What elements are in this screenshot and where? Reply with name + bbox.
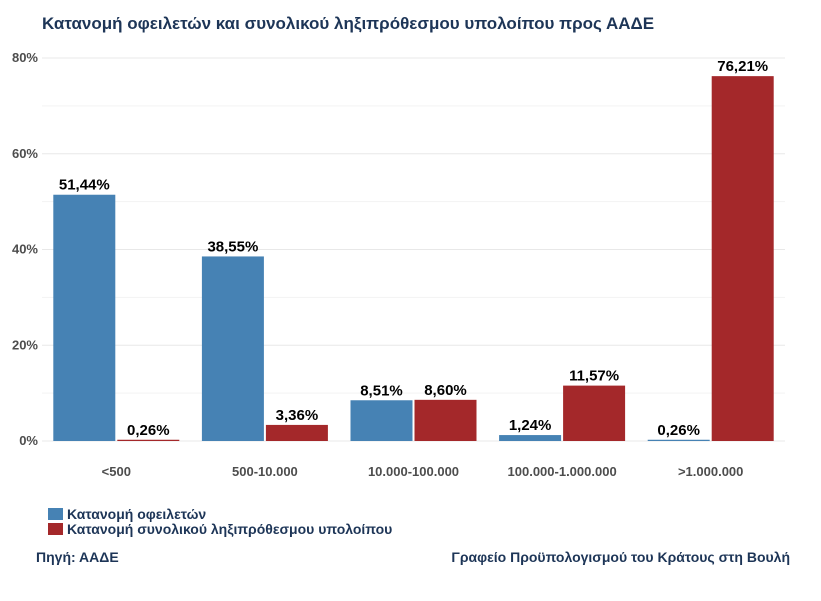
legend-label-balance: Κατανομή συνολικού ληξιπρόθεσμου υπολοίπ… bbox=[67, 520, 393, 537]
legend-item-debtors: Κατανομή οφειλετών bbox=[48, 505, 392, 522]
data-label: 8,60% bbox=[424, 382, 467, 399]
data-label: 8,51% bbox=[360, 382, 403, 399]
data-label: 76,21% bbox=[717, 58, 768, 75]
legend-swatch-balance bbox=[48, 522, 63, 535]
bar-series-1 bbox=[201, 256, 264, 441]
bar-series-1 bbox=[647, 439, 710, 441]
data-label: 0,26% bbox=[127, 422, 170, 439]
x-tick-label: <500 bbox=[102, 464, 131, 479]
bar-series-1 bbox=[350, 400, 413, 441]
data-label: 38,55% bbox=[207, 238, 258, 255]
bar-series-2 bbox=[117, 439, 180, 441]
data-label: 0,26% bbox=[657, 422, 700, 439]
chart-legend: Κατανομή οφειλετών Κατανομή συνολικού λη… bbox=[48, 505, 393, 537]
legend-label-debtors: Κατανομή οφειλετών bbox=[67, 505, 207, 522]
y-tick-label: 80% bbox=[12, 50, 38, 65]
data-label: 3,36% bbox=[276, 407, 319, 424]
bar-series-2 bbox=[414, 399, 477, 441]
legend-swatch-debtors bbox=[48, 507, 63, 520]
x-tick-label: 10.000-100.000 bbox=[368, 464, 459, 479]
y-tick-label: 40% bbox=[12, 242, 38, 257]
bar-chart: 0% 20% 40% 60% 80% 51,44% 0,26% <500 38,55% 3,36%… bbox=[12, 50, 785, 479]
chart-title: Κατανομή οφειλετών και συνολικού ληξιπρό… bbox=[42, 14, 655, 33]
bar-series-2 bbox=[711, 76, 774, 441]
bar-series-2 bbox=[265, 424, 328, 441]
x-tick-label: 100.000-1.000.000 bbox=[508, 464, 617, 479]
bar-series-2 bbox=[563, 385, 626, 441]
y-tick-label: 60% bbox=[12, 146, 38, 161]
y-tick-label: 20% bbox=[12, 337, 38, 352]
data-label: 51,44% bbox=[59, 177, 110, 194]
source-note: Πηγή: ΑΑΔΕ bbox=[36, 549, 119, 565]
credit-note: Γραφείο Προϋπολογισμού του Κράτους στη Β… bbox=[451, 549, 790, 565]
x-tick-label: 500-10.000 bbox=[232, 464, 298, 479]
bar-series-1 bbox=[53, 194, 116, 441]
x-tick-label: >1.000.000 bbox=[678, 464, 743, 479]
data-label: 11,57% bbox=[569, 368, 619, 385]
bar-series-1 bbox=[499, 435, 562, 441]
legend-item-balance: Κατανομή συνολικού ληξιπρόθεσμου υπολοίπ… bbox=[48, 520, 393, 537]
data-label: 1,24% bbox=[509, 417, 552, 434]
y-tick-label: 0% bbox=[19, 433, 38, 448]
